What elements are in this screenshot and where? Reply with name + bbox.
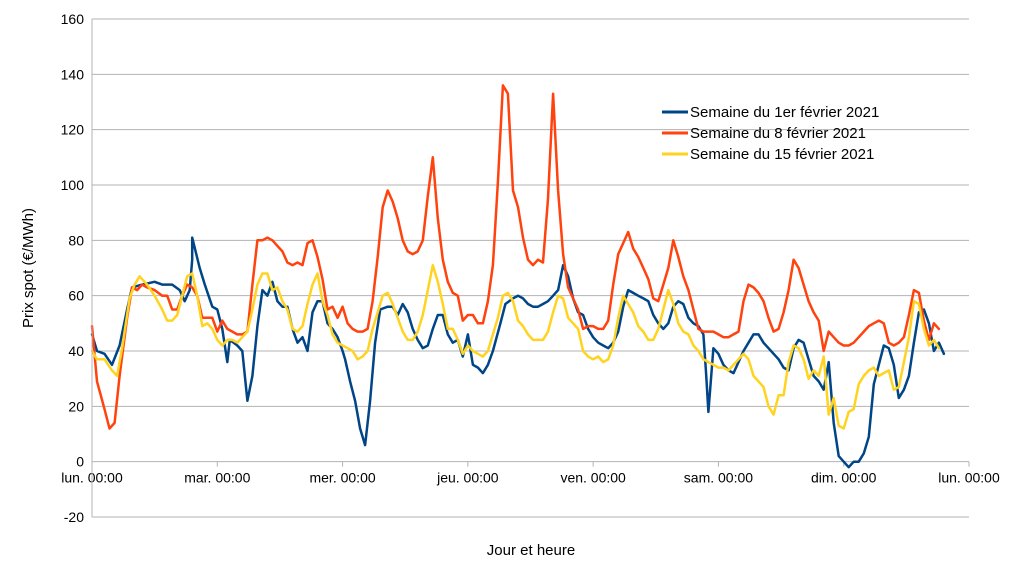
series-line-1 [90,236,946,469]
y-tick-label: -20 [64,509,84,525]
x-tick-labels: lun. 00:00 mar. 00:00 mer. 00:00 jeu. 00:00… [61,470,1000,486]
y-tick-label: 60 [68,288,84,304]
legend-label-1: Semaine du 1er février 2021 [690,104,879,121]
y-tick-label: 20 [68,398,84,414]
x-tick-label: mer. 00:00 [309,470,375,486]
legend: Semaine du 1er février 2021 Semaine du 8 … [662,104,879,163]
y-tick-label: 0 [76,454,84,470]
y-tick-label: 80 [68,232,84,248]
plot-area-background [92,19,969,517]
series-line-2 [90,84,941,430]
y-tick-label: 100 [61,177,85,193]
x-tick-label: ven. 00:00 [560,470,626,486]
x-tick-label: dim. 00:00 [811,470,877,486]
y-tick-labels: -20 0 20 40 60 80 100 120 140 160 [61,11,85,525]
x-axis-title: Jour et heure [487,542,575,559]
grid-lines [91,18,970,518]
y-axis-title: Prix spot (€/MWh) [20,208,37,328]
y-tick-label: 40 [68,343,84,359]
x-tick-label: sam. 00:00 [684,470,753,486]
x-tick-label: jeu. 00:00 [436,470,499,486]
series-line-3 [90,263,941,430]
y-tick-label: 120 [61,122,85,138]
y-tick-label: 140 [61,66,85,82]
legend-label-2: Semaine du 8 février 2021 [690,125,866,142]
legend-label-3: Semaine du 15 février 2021 [690,146,874,163]
series-lines [90,84,946,469]
y-tick-label: 160 [61,11,85,27]
x-tick-label: lun. 00:00 [938,470,1000,486]
x-tick-label: mar. 00:00 [184,470,250,486]
